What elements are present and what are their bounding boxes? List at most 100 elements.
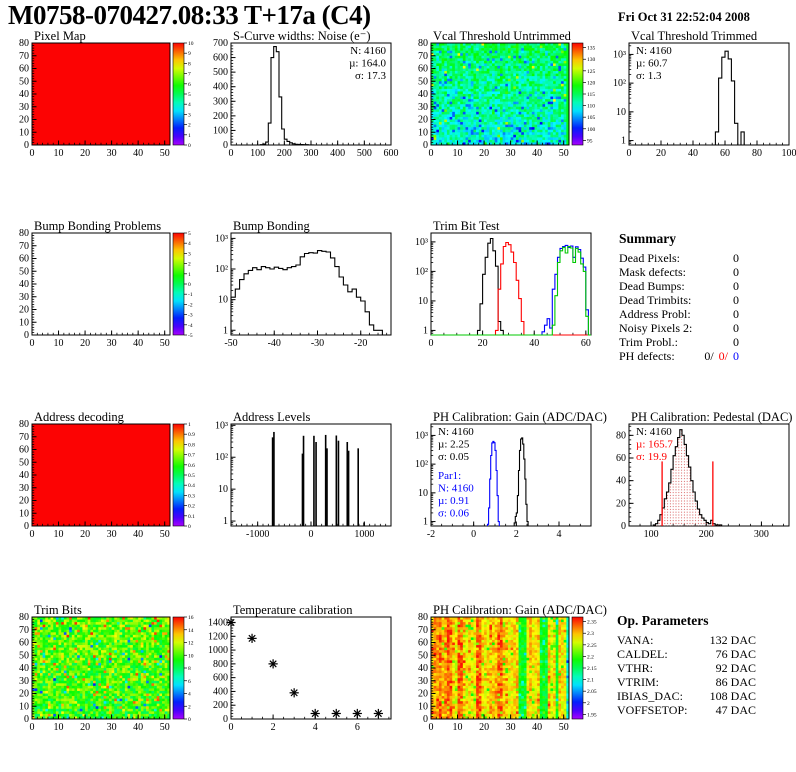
svg-text:20: 20 bbox=[656, 148, 666, 159]
svg-text:10³: 10³ bbox=[415, 237, 428, 248]
svg-text:σ: 0.05: σ: 0.05 bbox=[438, 451, 469, 463]
plot-trim-bits-map: Trim Bits 0 10 20 30 40 50 0 10 20 30 40 50 60 70 80 0 2 4… bbox=[2, 603, 198, 748]
svg-text:300: 300 bbox=[304, 148, 319, 159]
param-label: VANA: bbox=[617, 633, 654, 647]
param-label: Trim Probl.: bbox=[619, 335, 678, 349]
svg-text:1: 1 bbox=[223, 516, 228, 527]
plot-title: Pixel Map bbox=[34, 29, 86, 43]
svg-text:4: 4 bbox=[188, 241, 191, 247]
svg-text:10³: 10³ bbox=[613, 49, 626, 60]
svg-text:10²: 10² bbox=[415, 459, 428, 470]
svg-text:10: 10 bbox=[19, 317, 29, 328]
param-row: Noisy Pixels 2: 0 bbox=[619, 321, 739, 335]
svg-text:95: 95 bbox=[587, 138, 593, 144]
plot-title: PH Calibration: Pedestal (DAC) bbox=[631, 410, 792, 424]
data-point-marker bbox=[373, 708, 383, 719]
plot-trimbit-test: Trim Bit Test 0 20 40 60 1 10 10² 10³ bbox=[401, 219, 597, 364]
svg-text:50: 50 bbox=[19, 266, 29, 277]
svg-text:0: 0 bbox=[188, 524, 191, 530]
svg-text:10³: 10³ bbox=[415, 430, 428, 441]
y-axis: 0 100 200 300 400 500 600 700 bbox=[213, 38, 236, 151]
histogram-outline bbox=[513, 437, 529, 526]
svg-text:2: 2 bbox=[188, 123, 191, 129]
svg-text:10: 10 bbox=[218, 295, 228, 306]
svg-text:40: 40 bbox=[616, 476, 626, 487]
svg-text:0.3: 0.3 bbox=[188, 493, 195, 499]
svg-text:30: 30 bbox=[19, 292, 29, 303]
svg-text:600: 600 bbox=[213, 53, 228, 64]
plot-ph-gain-map: PH Calibration: Gain (ADC/DAC) 0 10 20 30 40 5… bbox=[401, 603, 607, 748]
x-axis: 0 20 40 60 80 100 bbox=[627, 140, 796, 159]
heatmap-cells bbox=[431, 617, 570, 720]
param-label: Mask defects: bbox=[619, 265, 686, 279]
param-label: VOFFSETOP: bbox=[617, 703, 688, 717]
data-point-marker bbox=[268, 659, 278, 669]
svg-text:60: 60 bbox=[19, 445, 29, 456]
svg-text:30: 30 bbox=[107, 529, 117, 540]
param-label: CALDEL: bbox=[617, 647, 668, 661]
summary-rows: Dead Pixels: 0 Mask defects: 0 Dead Bumps: 0 D… bbox=[619, 251, 795, 363]
svg-text:40: 40 bbox=[529, 338, 539, 349]
svg-text:µ: 164.0: µ: 164.0 bbox=[349, 58, 386, 70]
svg-text:100: 100 bbox=[213, 125, 228, 136]
svg-text:80: 80 bbox=[19, 38, 29, 49]
svg-text:100: 100 bbox=[587, 127, 596, 133]
param-value: 92 DAC bbox=[715, 661, 756, 675]
histogram-outline bbox=[476, 237, 504, 335]
param-label: Noisy Pixels 2: bbox=[619, 321, 693, 335]
y-axis: 0 20 40 60 80 bbox=[616, 425, 634, 532]
svg-text:0: 0 bbox=[24, 521, 29, 532]
colorbar: 0 1 2 3 4 5 6 7 8 9 10 bbox=[172, 41, 194, 149]
svg-text:40: 40 bbox=[688, 148, 698, 159]
svg-text:50: 50 bbox=[19, 76, 29, 87]
svg-text:500: 500 bbox=[213, 67, 228, 78]
op-parameters-panel: Op. Parameters VANA: 132 DAC CALDEL: 76 DAC… bbox=[599, 603, 795, 717]
svg-text:60: 60 bbox=[616, 453, 626, 464]
param-row: Dead Bumps: 0 bbox=[619, 279, 739, 293]
svg-text:µ: 0.91: µ: 0.91 bbox=[438, 495, 469, 507]
svg-text:10: 10 bbox=[616, 107, 626, 118]
svg-text:20: 20 bbox=[19, 115, 29, 126]
svg-text:60: 60 bbox=[720, 148, 730, 159]
svg-text:100: 100 bbox=[782, 148, 796, 159]
svg-text:200: 200 bbox=[213, 111, 228, 122]
param-label: VTHR: bbox=[617, 661, 653, 675]
svg-text:-4: -4 bbox=[188, 323, 193, 329]
x-axis: -50 -40 -30 -20 bbox=[224, 330, 388, 349]
param-value: 132 DAC bbox=[709, 633, 756, 647]
svg-text:500: 500 bbox=[357, 148, 372, 159]
svg-text:10²: 10² bbox=[215, 452, 228, 463]
x-axis: 0 10 20 30 40 50 bbox=[30, 521, 171, 540]
summary-panel: Summary Dead Pixels: 0 Mask defects: 0 Dead … bbox=[599, 219, 795, 363]
svg-text:40: 40 bbox=[19, 279, 29, 290]
svg-text:3: 3 bbox=[188, 112, 191, 118]
svg-text:80: 80 bbox=[19, 228, 29, 239]
svg-text:1: 1 bbox=[188, 272, 191, 278]
data-series bbox=[257, 46, 317, 146]
param-value: 0 bbox=[733, 251, 739, 265]
svg-text:5: 5 bbox=[188, 92, 191, 98]
svg-text:50: 50 bbox=[160, 338, 170, 349]
svg-text:700: 700 bbox=[213, 38, 228, 49]
svg-text:200: 200 bbox=[699, 529, 714, 540]
plot-title: Address Levels bbox=[233, 410, 311, 424]
plot-title: Vcal Threshold Trimmed bbox=[631, 29, 758, 43]
svg-text:1: 1 bbox=[188, 422, 191, 428]
plot-title: Vcal Threshold Untrimmed bbox=[433, 29, 572, 43]
svg-text:400: 400 bbox=[330, 148, 345, 159]
svg-text:50: 50 bbox=[160, 529, 170, 540]
x-axis: 0 20 40 60 bbox=[429, 330, 591, 349]
plot-bump-problems: Bump Bonding Problems 0 10 20 30 40 50 0 10 20 30 4… bbox=[2, 219, 198, 364]
y-axis: 1 10 10² 10³ bbox=[613, 45, 634, 147]
svg-text:20: 20 bbox=[80, 338, 90, 349]
svg-text:10: 10 bbox=[54, 148, 64, 159]
svg-text:30: 30 bbox=[19, 102, 29, 113]
svg-text:µ: 165.7: µ: 165.7 bbox=[636, 439, 673, 451]
svg-text:20: 20 bbox=[80, 148, 90, 159]
y-axis: 1 10 10² 10³ bbox=[215, 233, 236, 336]
